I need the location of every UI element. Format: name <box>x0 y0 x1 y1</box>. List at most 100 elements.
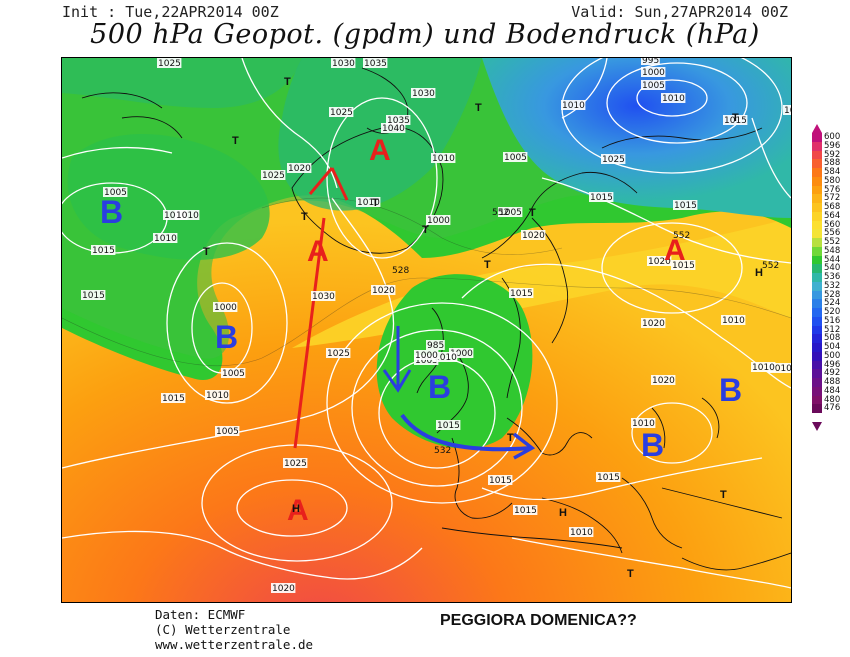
isobar-label: 1035 <box>363 58 388 69</box>
low-center-letter: T <box>372 197 379 209</box>
isobar-labels: 1025103010351030102510351040102010101000… <box>81 58 791 594</box>
svg-text:1010: 1010 <box>752 363 775 373</box>
isobar-label: 1030 <box>311 291 336 302</box>
legend-swatch <box>812 176 822 186</box>
isobar-label: 1010 <box>433 352 458 363</box>
svg-text:1010: 1010 <box>662 94 685 104</box>
legend-row: 508 <box>812 333 850 344</box>
isobar-label: 995 <box>641 58 660 66</box>
legend-label: 480 <box>824 394 841 405</box>
legend-label: 548 <box>824 245 841 256</box>
isobar-label: 1010 <box>153 233 178 244</box>
svg-text:1010: 1010 <box>154 234 177 244</box>
legend-row: 520 <box>812 307 850 317</box>
svg-text:1035: 1035 <box>387 116 410 126</box>
low-center-letter: T <box>232 135 239 147</box>
legend-row: 536 <box>812 272 850 282</box>
isobar-label: 1025 <box>326 348 351 359</box>
legend-swatch <box>812 369 822 378</box>
geopotential-label: 528 <box>392 266 409 276</box>
legend-label: 524 <box>824 298 841 309</box>
legend-row: 592 <box>812 149 850 160</box>
legend-row: 476 <box>812 403 850 413</box>
legend-label: 572 <box>824 193 841 204</box>
legend-label: 540 <box>824 263 841 274</box>
legend-swatch <box>812 159 822 168</box>
isobar-label: 1010 <box>661 93 686 104</box>
isobar-label: 1020 <box>651 375 676 386</box>
isobar-label: 1000 <box>449 348 474 359</box>
isobar-label: 1020 <box>287 163 312 174</box>
svg-text:1015: 1015 <box>437 421 460 431</box>
svg-text:1010: 1010 <box>206 391 229 401</box>
legend-label: 592 <box>824 149 841 160</box>
low-pressure-marker: B <box>428 369 451 405</box>
legend-label: 576 <box>824 184 841 195</box>
svg-text:1020: 1020 <box>288 164 311 174</box>
svg-text:1015: 1015 <box>674 201 697 211</box>
isobar-label: 1015 <box>589 192 614 203</box>
blue-trough-arrow-east <box>400 413 536 460</box>
legend-swatch <box>812 378 822 387</box>
pressure-centers: A A A A B B B B B H H H T T T T T T T T T T T T T <box>100 76 763 580</box>
legend-label: 568 <box>824 202 841 212</box>
legend-swatch <box>812 220 822 230</box>
isobar-label: 1000 <box>641 67 666 78</box>
svg-text:1030: 1030 <box>312 292 335 302</box>
svg-text:1010: 1010 <box>432 154 455 164</box>
isobar-label: 1025 <box>601 154 626 165</box>
legend-label: 600 <box>824 132 841 142</box>
isobar-label: 1000 <box>426 215 451 226</box>
high-center-letter: H <box>755 267 763 279</box>
svg-text:1015: 1015 <box>489 476 512 486</box>
low-center-letter: T <box>529 207 536 219</box>
isobar-label: 1015 <box>671 260 696 271</box>
isobar-label: 1025 <box>157 58 182 69</box>
legend-label: 536 <box>824 272 841 282</box>
geopotential-label: 552 <box>762 261 779 271</box>
legend-label: 508 <box>824 333 841 344</box>
legend-row: 544 <box>812 255 850 265</box>
legend-swatch <box>812 299 822 308</box>
isobar-label: 1015 <box>81 290 106 301</box>
weather-map: 1025103010351030102510351040102010101000… <box>61 57 792 603</box>
legend-label: 596 <box>824 140 841 151</box>
svg-text:1010: 1010 <box>769 364 791 374</box>
isobar-label: 1015 <box>513 505 538 516</box>
legend-swatch <box>812 229 822 238</box>
credits: Daten: ECMWF (C) Wetterzentrale www.wett… <box>155 607 313 652</box>
color-scale-legend: 600 596 592 588 584 580 576 572 568 564 560 556 552 5… <box>812 124 850 523</box>
legend-swatch <box>812 316 822 326</box>
isobar-label: 1015 <box>161 393 186 404</box>
low-center-letter: T <box>422 224 429 236</box>
high-pressure-marker: A <box>369 134 391 167</box>
isobar-label: 1010 <box>569 527 594 538</box>
svg-text:1015: 1015 <box>510 289 533 299</box>
svg-text:1005: 1005 <box>642 81 665 91</box>
isobar-label: 1025 <box>329 107 354 118</box>
legend-top-arrow <box>812 124 822 133</box>
low-center-letter: T <box>507 432 514 444</box>
legend-row: 480 <box>812 394 850 405</box>
legend-row: 568 <box>812 202 850 212</box>
isobar-label: 1015 <box>596 472 621 483</box>
legend-swatch <box>812 150 822 160</box>
legend-row: 492 <box>812 368 850 378</box>
svg-text:1015: 1015 <box>724 116 747 126</box>
geopotential-label: 552 <box>492 208 509 218</box>
geopotential-contours <box>62 197 791 367</box>
svg-text:1025: 1025 <box>330 108 353 118</box>
legend-row: 560 <box>812 220 850 230</box>
svg-text:1015: 1015 <box>590 193 613 203</box>
legend-swatch <box>812 185 822 195</box>
credit-website: www.wetterzentrale.de <box>155 637 314 652</box>
svg-text:1010: 1010 <box>570 528 593 538</box>
high-center-letter: H <box>559 507 567 519</box>
isobar-label: 1005 <box>103 187 128 198</box>
legend-row: 584 <box>812 167 850 177</box>
high-pressure-marker: A <box>287 494 309 527</box>
legend-row: 488 <box>812 377 850 387</box>
svg-text:1020: 1020 <box>642 319 665 329</box>
isobar-label: 1005 <box>215 426 240 437</box>
low-center-letter: T <box>203 246 210 258</box>
